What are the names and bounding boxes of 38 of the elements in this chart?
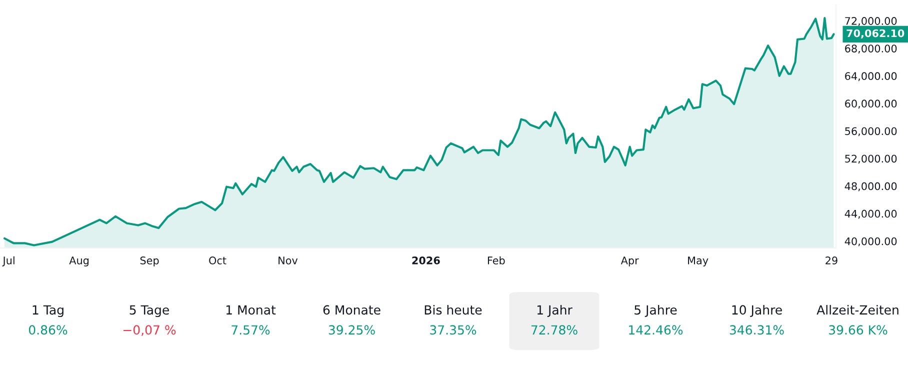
x-tick-label: Nov bbox=[278, 256, 298, 264]
y-tick-label: 64,000.00 bbox=[845, 72, 897, 82]
x-tick-label: Sep bbox=[140, 256, 159, 266]
x-tick-label: Aug bbox=[69, 256, 89, 266]
annotation: 70,062.10 bbox=[846, 29, 904, 39]
x-tick-label: Apr bbox=[620, 256, 639, 266]
text: 37.35% bbox=[430, 325, 476, 335]
x-tick-label: Feb bbox=[488, 256, 505, 264]
text: 1 Tag bbox=[32, 305, 64, 318]
text: 0.86% bbox=[28, 325, 68, 335]
text: 6 Monate bbox=[323, 305, 380, 315]
x-tick-label: 2026 bbox=[412, 256, 440, 264]
text: −0,07 % bbox=[123, 325, 176, 336]
x-tick-label: May bbox=[688, 256, 708, 266]
text: 1 Jahr bbox=[537, 304, 572, 317]
text: 10 Jahre bbox=[732, 304, 782, 317]
text: 7.57% bbox=[232, 325, 270, 335]
text: 346.31% bbox=[730, 325, 784, 335]
text: 1 Monat bbox=[226, 305, 276, 315]
y-tick-label: 68,000.00 bbox=[845, 44, 897, 54]
y-tick-label: 56,000.00 bbox=[845, 127, 897, 136]
y-tick-label: 48,000.00 bbox=[844, 182, 897, 192]
x-tick-label: Jul bbox=[2, 256, 14, 266]
text: 39.66 K% bbox=[829, 325, 888, 335]
y-tick-label: 72,000.00 bbox=[845, 17, 897, 26]
text: 142.46% bbox=[629, 325, 683, 335]
text: Bis heute bbox=[424, 304, 482, 315]
text: 5 Tage bbox=[130, 305, 169, 318]
text: 72.78% bbox=[531, 325, 578, 335]
y-tick-label: 52,000.00 bbox=[845, 154, 897, 164]
y-tick-label: 44,000.00 bbox=[844, 210, 897, 219]
text: 39.25% bbox=[328, 325, 375, 335]
text: Allzeit-Zeiten bbox=[816, 304, 898, 315]
y-tick-label: 60,000.00 bbox=[845, 100, 897, 109]
x-tick-label: Oct bbox=[209, 256, 226, 264]
text: 5 Jahre bbox=[634, 304, 677, 317]
y-tick-label: 40,000.00 bbox=[844, 237, 897, 246]
x-tick-label: 29 bbox=[826, 256, 838, 264]
